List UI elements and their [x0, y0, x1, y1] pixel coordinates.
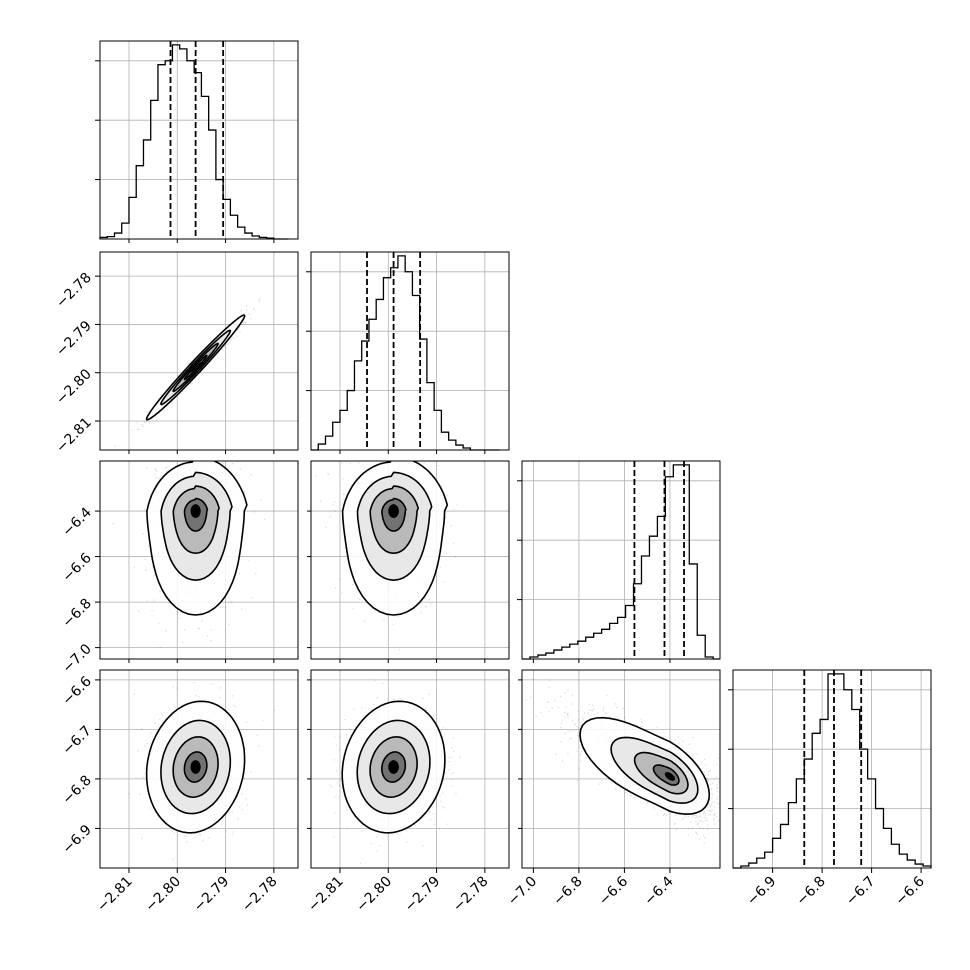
- panel-content: [112, 461, 266, 649]
- x-tick-label: −6.9: [744, 874, 779, 909]
- density-peak: [190, 362, 201, 373]
- y-tick-label: −7.0: [59, 641, 94, 676]
- x-tick-label: −7.0: [505, 874, 540, 909]
- density-peak: [190, 504, 201, 518]
- x-tick-label: −6.8: [794, 874, 829, 909]
- y-tick-label: −6.4: [59, 505, 94, 540]
- density-peak: [664, 772, 676, 781]
- x-tick-label: −6.7: [843, 874, 878, 909]
- x-tick-label: −2.78: [239, 874, 281, 916]
- y-tick-label: −2.78: [53, 270, 95, 312]
- y-tick-label: −2.79: [53, 318, 95, 360]
- x-tick-label: −2.80: [142, 874, 184, 916]
- density-contour: [183, 751, 208, 783]
- panel-frame: [521, 669, 721, 869]
- density-contour: [172, 736, 219, 799]
- density-contour: [356, 719, 431, 815]
- x-tick-label: −2.79: [191, 874, 233, 916]
- density-contour: [172, 342, 219, 393]
- panel-frame: [310, 460, 510, 660]
- panel-frame: [99, 40, 299, 240]
- x-tick-label: −2.81: [94, 874, 136, 916]
- x-tick-label: −6.6: [596, 873, 631, 908]
- panel-content: [525, 678, 720, 858]
- density-contour: [183, 497, 209, 532]
- panel-frame: [99, 669, 299, 869]
- panel-frame: [310, 251, 510, 451]
- density-peak: [388, 504, 399, 518]
- scatter-panel-1-2: [310, 460, 510, 660]
- x-tick-label: −2.80: [353, 874, 395, 916]
- scatter-panel-0-2: [99, 460, 299, 660]
- panel-content: [114, 298, 261, 447]
- histogram-step-line: [522, 464, 720, 660]
- y-tick-label: −6.9: [59, 822, 94, 857]
- x-tick-label: −2.79: [402, 874, 444, 916]
- y-tick-label: −6.6: [59, 550, 94, 585]
- histogram-panel-2: [517, 460, 721, 660]
- density-contour: [633, 751, 689, 795]
- density-contour: [183, 354, 208, 381]
- density-peak: [388, 760, 399, 774]
- scatter-panel-2-3: [521, 669, 721, 869]
- panel-frame: [310, 669, 510, 869]
- density-contour: [160, 329, 232, 406]
- histogram-panel-3: [728, 669, 932, 869]
- x-tick-label: −6.8: [550, 874, 585, 909]
- density-contour: [341, 461, 449, 616]
- scatter-panel-1-3: [310, 669, 510, 869]
- density-contour: [381, 751, 407, 783]
- panel-content: [329, 679, 461, 865]
- scatter-panel-0-3: [99, 669, 299, 869]
- density-contour: [160, 471, 233, 582]
- panel-frame: [99, 460, 299, 660]
- density-contour: [381, 497, 407, 532]
- density-contour: [145, 700, 246, 834]
- density-contour: [172, 485, 220, 555]
- y-tick-label: −2.81: [53, 415, 95, 457]
- panel-frame: [732, 669, 932, 869]
- y-tick-label: −6.7: [59, 723, 94, 758]
- histogram-panel-0: [95, 40, 299, 240]
- histogram-step-line: [733, 673, 932, 869]
- x-tick-label: −6.6: [893, 873, 928, 908]
- density-contour: [356, 471, 433, 582]
- panel-content: [315, 461, 458, 651]
- density-contour: [146, 461, 248, 616]
- histogram-step-line: [311, 255, 500, 451]
- density-contour: [652, 764, 680, 786]
- y-tick-label: −6.8: [59, 772, 94, 807]
- panel-content: [128, 670, 276, 860]
- y-tick-label: −6.6: [59, 673, 94, 708]
- density-contour: [610, 736, 699, 804]
- y-tick-label: −2.80: [53, 366, 95, 408]
- panel-frame: [521, 460, 721, 660]
- x-tick-label: −6.4: [641, 873, 676, 908]
- histogram-step-line: [99, 44, 289, 240]
- density-peak: [190, 760, 201, 774]
- density-contour: [160, 719, 232, 815]
- x-tick-label: −2.81: [305, 874, 347, 916]
- x-tick-label: −2.78: [450, 874, 492, 916]
- scatter-panel-0-1: [99, 251, 299, 451]
- y-tick-label: −6.8: [59, 596, 94, 631]
- density-contour: [369, 485, 420, 555]
- density-contour: [145, 314, 246, 421]
- histogram-panel-1: [306, 251, 510, 451]
- panel-frame: [99, 251, 299, 451]
- density-contour: [341, 700, 446, 834]
- density-contour: [579, 716, 711, 815]
- density-contour: [369, 736, 418, 799]
